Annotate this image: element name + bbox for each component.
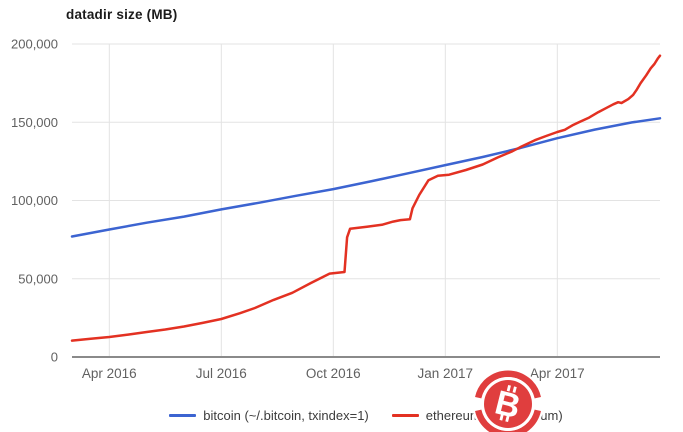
coin-circle (484, 380, 532, 428)
bitcoin-line-swatch (169, 413, 197, 417)
y-tick-label: 150,000 (11, 115, 58, 130)
legend-item-bitcoin: bitcoin (~/.bitcoin, txindex=1) (169, 407, 369, 423)
bitcoin-legend-label: bitcoin (~/.bitcoin, txindex=1) (203, 407, 369, 423)
y-tick-label: 100,000 (11, 193, 58, 208)
y-tick-label: 50,000 (18, 271, 58, 286)
y-tick-label: 200,000 (11, 37, 58, 52)
legend: bitcoin (~/.bitcoin, txindex=1) ethereum… (72, 404, 660, 426)
x-tick-label: Jan 2017 (418, 366, 474, 381)
x-tick-label: Oct 2016 (306, 366, 361, 381)
bitcoin-logo-watermark: B (472, 368, 544, 432)
chart-title: datadir size (MB) (66, 7, 178, 22)
y-tick-label: 0 (51, 350, 58, 365)
series-line-ethereum (70, 54, 662, 342)
ethereum-line-swatch (391, 413, 419, 417)
series-line-bitcoin (70, 117, 662, 238)
x-tick-label: Jul 2016 (196, 366, 247, 381)
x-tick-label: Apr 2017 (530, 366, 585, 381)
x-tick-label: Apr 2016 (82, 366, 137, 381)
